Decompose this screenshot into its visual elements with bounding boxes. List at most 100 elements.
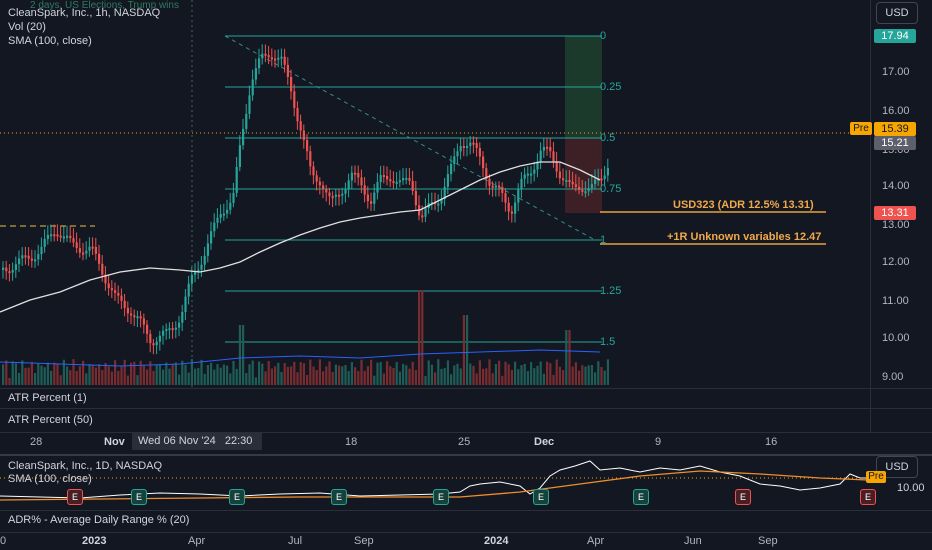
- volume-bar: [94, 367, 97, 385]
- earnings-marker[interactable]: E: [735, 489, 751, 505]
- volume-bar: [171, 364, 174, 385]
- volume-bar: [264, 371, 267, 385]
- candle-body: [542, 146, 545, 151]
- volume-bar: [43, 367, 46, 385]
- main-chart-canvas[interactable]: [0, 0, 870, 390]
- volume-bar: [565, 330, 568, 385]
- volume-bar: [190, 359, 193, 385]
- volume-bar: [494, 364, 497, 385]
- symbol-legend[interactable]: CleanSpark, Inc., 1h, NASDAQ: [8, 7, 161, 19]
- time-label: Dec: [534, 436, 555, 448]
- volume-bar: [101, 369, 104, 385]
- volume-bar: [389, 366, 392, 385]
- candle-body: [562, 178, 565, 181]
- candle-body: [123, 300, 126, 308]
- volume-bar: [50, 370, 53, 385]
- daily-symbol-legend[interactable]: CleanSpark, Inc., 1D, NASDAQ: [8, 460, 163, 472]
- pane-divider: [0, 532, 932, 533]
- volume-bar: [5, 360, 8, 385]
- candle-body: [283, 56, 286, 65]
- volume-bar: [510, 369, 513, 385]
- volume-bar: [72, 359, 75, 385]
- candle-body: [40, 246, 43, 255]
- volume-bar: [530, 362, 533, 385]
- earnings-marker[interactable]: E: [67, 489, 83, 505]
- volume-bar: [216, 364, 219, 385]
- candle-body: [376, 182, 379, 193]
- candle-body: [526, 173, 529, 176]
- candle-body: [181, 311, 184, 323]
- candle-body: [475, 143, 478, 148]
- candle-body: [382, 175, 385, 178]
- daily-currency-button[interactable]: USD: [876, 456, 918, 478]
- earnings-marker[interactable]: E: [633, 489, 649, 505]
- volume-bar: [142, 365, 145, 385]
- currency-button[interactable]: USD: [876, 2, 918, 24]
- fib-retracement[interactable]: [224, 35, 602, 343]
- earnings-marker[interactable]: E: [331, 489, 347, 505]
- candle-body: [312, 166, 315, 176]
- candle-body: [549, 147, 552, 152]
- candle-body: [379, 175, 382, 183]
- candle-body: [530, 173, 533, 176]
- candle-body: [306, 139, 309, 152]
- candle-body: [126, 307, 129, 314]
- volume-bar: [165, 362, 168, 385]
- volume-bar: [277, 362, 280, 385]
- volume-bar: [18, 372, 21, 385]
- price-tick: 11.00: [882, 295, 909, 307]
- candle-body: [584, 191, 587, 194]
- candle-body: [507, 202, 510, 212]
- candle-body: [165, 329, 168, 332]
- candle-body: [171, 328, 174, 331]
- candle-body: [558, 171, 561, 179]
- sma-legend[interactable]: SMA (100, close): [8, 35, 92, 47]
- unknown-variables-label[interactable]: +1R Unknown variables 12.47: [667, 231, 822, 243]
- volume-bar: [459, 368, 462, 385]
- candle-body: [594, 179, 597, 185]
- daily-chart-canvas[interactable]: [0, 456, 870, 512]
- volume-bar: [424, 376, 427, 385]
- daily-sma-legend[interactable]: SMA (100, close): [8, 473, 92, 485]
- candle-body: [453, 156, 456, 165]
- candle-body: [216, 217, 219, 223]
- earnings-marker[interactable]: E: [860, 489, 876, 505]
- volume-bar: [446, 360, 449, 385]
- candle-body: [357, 173, 360, 178]
- atr1-legend[interactable]: ATR Percent (1): [8, 392, 87, 404]
- candle-body: [536, 161, 539, 170]
- volume-legend[interactable]: Vol (20): [8, 21, 46, 33]
- atr50-legend[interactable]: ATR Percent (50): [8, 414, 93, 426]
- volume-bar: [274, 366, 277, 385]
- volume-bar: [286, 366, 289, 385]
- volume-bar: [130, 362, 133, 385]
- volume-bar: [251, 360, 254, 385]
- candle-body: [114, 290, 117, 293]
- volume-bar: [133, 361, 136, 385]
- candle-body: [341, 193, 344, 196]
- candle-body: [318, 181, 321, 186]
- earnings-marker[interactable]: E: [229, 489, 245, 505]
- volume-bar: [213, 369, 216, 385]
- candle-body: [606, 168, 609, 176]
- volume-bar: [88, 364, 91, 385]
- candle-body: [226, 209, 229, 214]
- time-label: 9: [655, 436, 662, 448]
- volume-bar: [606, 359, 609, 385]
- volume-bar: [597, 361, 600, 385]
- candle-body: [450, 164, 453, 175]
- earnings-marker[interactable]: E: [533, 489, 549, 505]
- adr-label[interactable]: USD323 (ADR 12.5% 13.31): [673, 199, 814, 211]
- volume-bar: [235, 368, 238, 385]
- daily-time-label: Apr: [587, 535, 605, 547]
- candle-body: [408, 177, 411, 181]
- volume-bar: [338, 365, 341, 385]
- adr-legend[interactable]: ADR% - Average Daily Range % (20): [8, 514, 190, 526]
- earnings-marker[interactable]: E: [131, 489, 147, 505]
- volume-bar: [402, 363, 405, 385]
- earnings-marker[interactable]: E: [433, 489, 449, 505]
- volume-bar: [363, 370, 366, 385]
- candle-body: [11, 269, 14, 273]
- volume-bar: [69, 370, 72, 385]
- volume-bar: [600, 366, 603, 385]
